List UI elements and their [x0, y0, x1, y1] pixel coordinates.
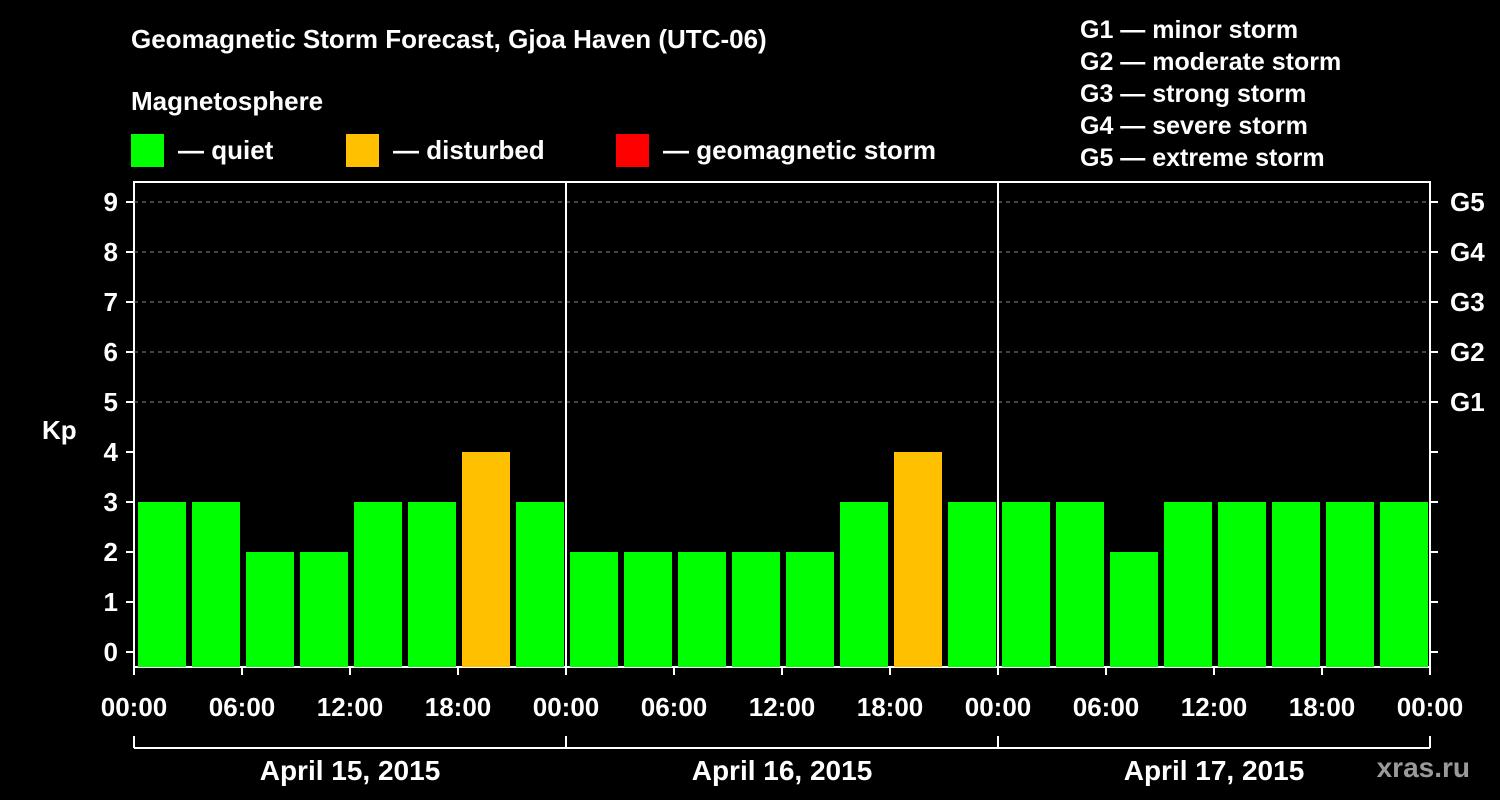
storm-scale-g2: G2 — moderate storm: [1080, 48, 1342, 76]
storm-scale-g3: G3 — strong storm: [1080, 80, 1307, 108]
x-tick-label: 18:00: [425, 692, 492, 722]
bar: [246, 552, 294, 667]
x-tick-label: 18:00: [1289, 692, 1356, 722]
bar: [1056, 502, 1104, 667]
bar: [732, 552, 780, 667]
x-tick-label: 00:00: [1397, 692, 1464, 722]
watermark: xras.ru: [1376, 752, 1470, 783]
bar: [516, 502, 564, 667]
y-tick-label: 3: [104, 487, 118, 517]
bar: [300, 552, 348, 667]
storm-level-label: G1: [1450, 387, 1485, 417]
x-tick-label: 18:00: [857, 692, 924, 722]
bar: [840, 502, 888, 667]
bar: [192, 502, 240, 667]
x-tick-label: 06:00: [1073, 692, 1140, 722]
storm-level-label: G3: [1450, 287, 1485, 317]
bar: [570, 552, 618, 667]
legend-storm: — geomagnetic storm: [616, 133, 937, 167]
legend-storm-swatch: [616, 133, 649, 167]
y-tick-label: 6: [104, 337, 118, 367]
y-tick-label: 8: [104, 237, 118, 267]
legend-quiet: — quiet: [131, 133, 274, 167]
bar: [1272, 502, 1320, 667]
x-tick-label: 06:00: [641, 692, 708, 722]
storm-scale-g5: G5 — extreme storm: [1080, 144, 1325, 172]
x-tick-label: 00:00: [533, 692, 600, 722]
bar: [678, 552, 726, 667]
bar: [138, 502, 186, 667]
bar: [624, 552, 672, 667]
storm-level-label: G2: [1450, 337, 1485, 367]
storm-scale-g1: G1 — minor storm: [1080, 16, 1299, 44]
day-label: April 17, 2015: [1124, 755, 1305, 786]
y-tick-label: 9: [104, 187, 118, 217]
x-tick-label: 12:00: [1181, 692, 1248, 722]
x-tick-label: 12:00: [749, 692, 816, 722]
y-tick-label: 7: [104, 287, 118, 317]
legend-quiet-swatch: [131, 133, 164, 167]
x-tick-label: 00:00: [965, 692, 1032, 722]
bar: [894, 452, 942, 667]
y-axis-label: Kp: [42, 415, 77, 445]
legend-storm-label: — geomagnetic storm: [663, 134, 937, 165]
storm-level-label: G4: [1450, 237, 1485, 267]
bar: [1164, 502, 1212, 667]
bar: [408, 502, 456, 667]
bar: [354, 502, 402, 667]
legend-quiet-label: — quiet: [178, 134, 274, 165]
storm-scale-g4: G4 — severe storm: [1080, 112, 1308, 140]
legend-disturbed-swatch: [346, 133, 379, 167]
y-tick-label: 2: [104, 537, 118, 567]
bar: [462, 452, 510, 667]
legend-title: Magnetosphere: [131, 86, 324, 116]
legend-disturbed-label: — disturbed: [393, 134, 545, 165]
bar: [1218, 502, 1266, 667]
bar: [1380, 502, 1428, 667]
y-tick-label: 1: [104, 587, 118, 617]
bar: [1110, 552, 1158, 667]
x-tick-label: 12:00: [317, 692, 384, 722]
legend-disturbed: — disturbed: [346, 133, 545, 167]
x-tick-label: 00:00: [101, 692, 168, 722]
y-tick-label: 4: [104, 437, 119, 467]
y-tick-label: 0: [104, 637, 118, 667]
storm-level-label: G5: [1450, 187, 1485, 217]
x-tick-label: 06:00: [209, 692, 276, 722]
storm-scale-legend: G1 — minor storm G2 — moderate storm G3 …: [1080, 14, 1341, 174]
bar: [1326, 502, 1374, 667]
chart-title: Geomagnetic Storm Forecast, Gjoa Haven (…: [131, 24, 767, 54]
bar: [786, 552, 834, 667]
day-label: April 16, 2015: [692, 755, 873, 786]
y-tick-label: 5: [104, 387, 118, 417]
bar: [948, 502, 996, 667]
day-label: April 15, 2015: [260, 755, 441, 786]
bar: [1002, 502, 1050, 667]
